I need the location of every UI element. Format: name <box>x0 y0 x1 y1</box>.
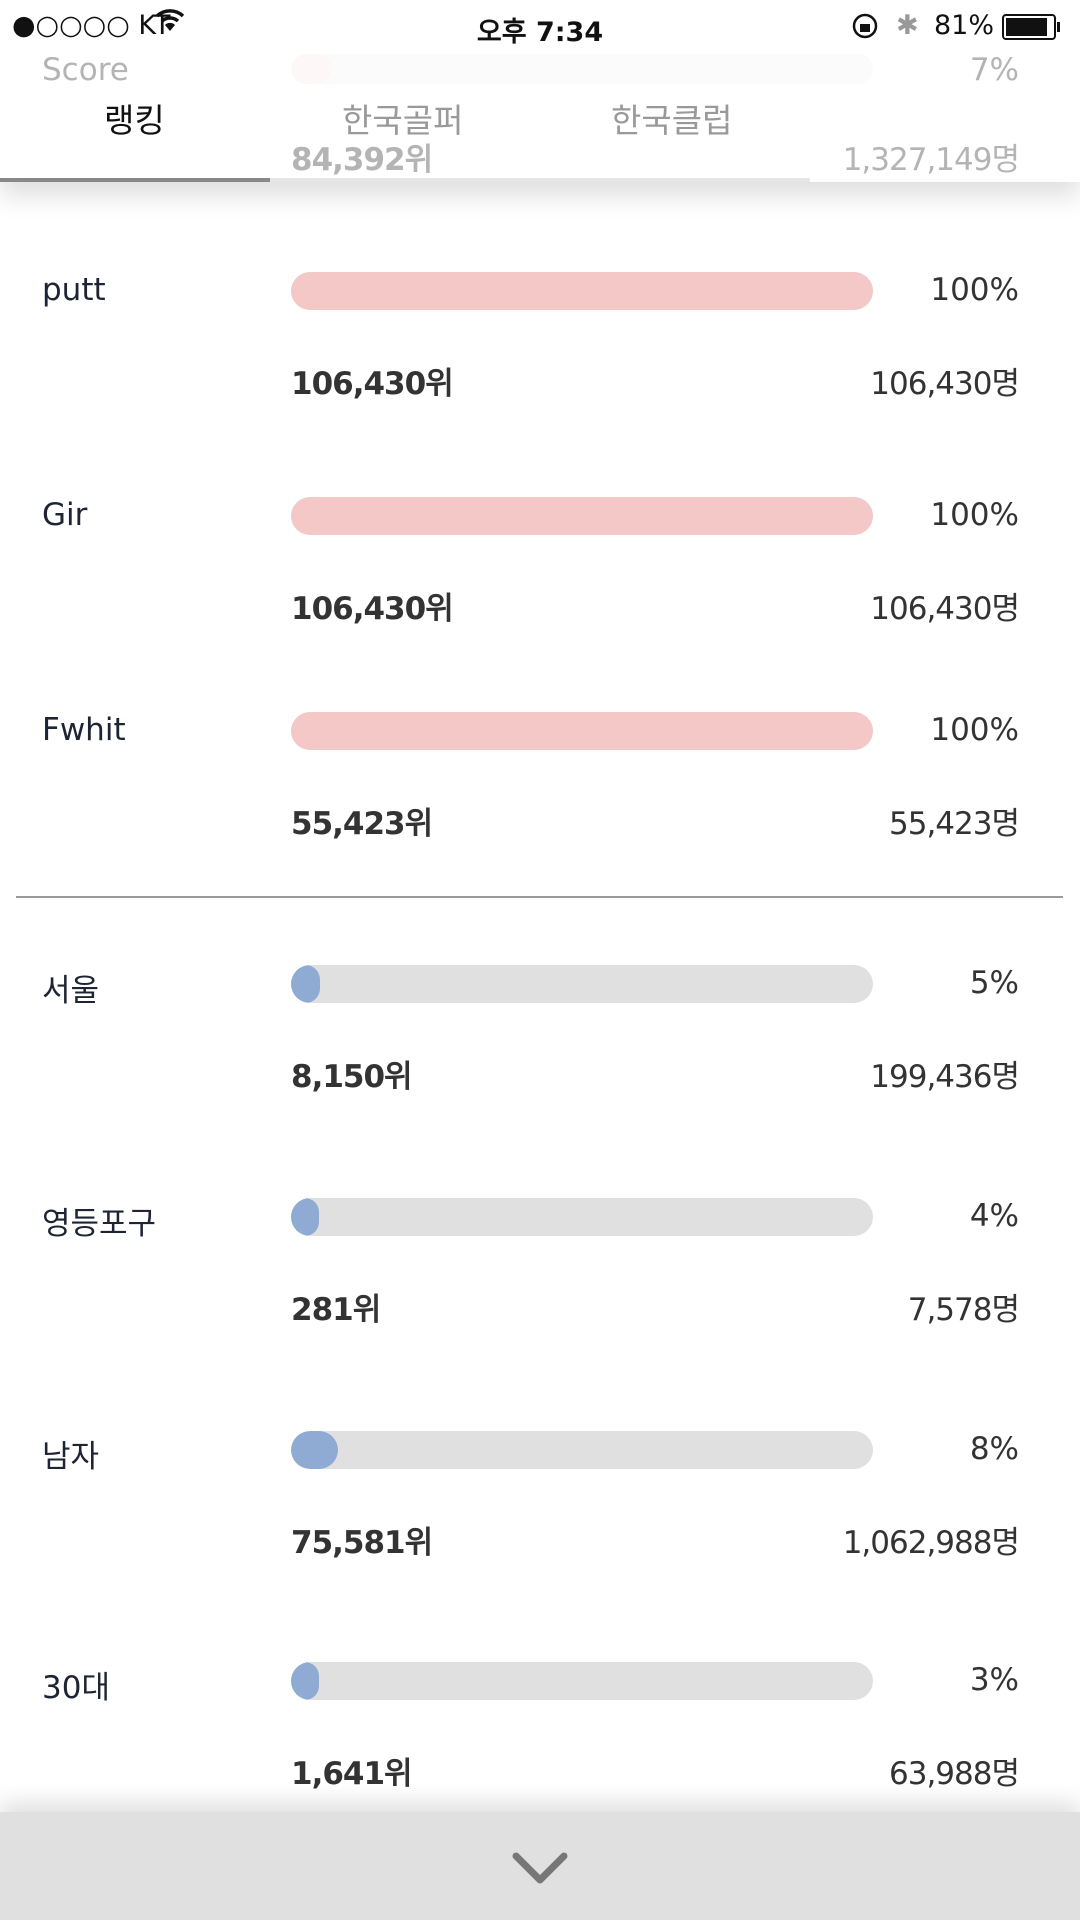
row-label: 영등포구 <box>42 1206 157 1242</box>
progress-fill <box>291 965 321 1003</box>
tab-ranking[interactable]: 랭킹 <box>104 101 165 140</box>
row-rank: 84,392위 <box>291 142 433 178</box>
row-count: 1,327,149명 <box>842 142 1020 178</box>
row-percent: 100% <box>930 272 1019 308</box>
row-rank: 55,423위 <box>291 806 433 842</box>
row-percent: 100% <box>930 497 1019 533</box>
battery-percent: 81% <box>934 10 995 41</box>
row-percent: 8% <box>969 1431 1019 1467</box>
row-rank: 75,581위 <box>291 1525 433 1561</box>
row-count: 55,423명 <box>889 806 1020 842</box>
row-count: 199,436명 <box>870 1059 1020 1095</box>
tab-korean-golfer[interactable]: 한국골퍼 <box>342 101 464 140</box>
section-divider <box>16 896 1063 898</box>
row-rank: 281위 <box>291 1292 381 1328</box>
progress-fill <box>291 497 873 535</box>
carrier: ●○○○○ KT <box>12 10 171 41</box>
progress-bar <box>291 1431 873 1469</box>
row-rank: 8,150위 <box>291 1059 413 1095</box>
row-count: 63,988명 <box>889 1756 1020 1792</box>
progress-bar <box>291 1662 873 1700</box>
progress-fill <box>291 712 873 750</box>
row-label: 30대 <box>42 1670 110 1706</box>
row-rank: 106,430위 <box>291 591 454 627</box>
status-bar: ●○○○○ KT 오후 7:34 ✱ 81% <box>0 0 1080 54</box>
row-count: 106,430명 <box>870 591 1020 627</box>
row-label: 서울 <box>42 973 100 1009</box>
progress-fill <box>291 1662 319 1700</box>
row-count: 1,062,988명 <box>842 1525 1020 1561</box>
row-percent: 5% <box>969 965 1019 1001</box>
row-percent: 7% <box>969 52 1019 88</box>
rotation-lock-icon <box>852 12 878 47</box>
row-percent: 3% <box>969 1662 1019 1698</box>
row-label: 남자 <box>42 1439 100 1475</box>
progress-bar <box>291 712 873 750</box>
clock: 오후 7:34 <box>476 17 604 48</box>
row-label: Score <box>42 52 129 88</box>
battery-icon <box>1002 14 1062 47</box>
progress-fill <box>291 272 873 310</box>
tab-bar: 랭킹 한국골퍼 한국클럽 <box>0 54 1080 182</box>
progress-fill <box>291 1198 319 1236</box>
row-label: Gir <box>42 497 88 533</box>
row-percent: 4% <box>969 1198 1019 1234</box>
progress-bar <box>291 272 873 310</box>
progress-bar <box>291 965 873 1003</box>
tab-track <box>0 178 810 182</box>
row-percent: 100% <box>930 712 1019 748</box>
row-count: 7,578명 <box>907 1292 1020 1328</box>
row-label: putt <box>42 272 106 308</box>
chevron-down-icon[interactable] <box>510 1850 570 1886</box>
tab-indicator <box>0 178 270 182</box>
tab-korean-club[interactable]: 한국클럽 <box>611 101 733 140</box>
wifi-icon <box>155 6 185 41</box>
expand-bar[interactable] <box>0 1812 1080 1920</box>
row-label: Fwhit <box>42 712 126 748</box>
bluetooth-icon: ✱ <box>896 10 919 41</box>
row-rank: 1,641위 <box>291 1756 413 1792</box>
row-count: 106,430명 <box>870 366 1020 402</box>
row-rank: 106,430위 <box>291 366 454 402</box>
progress-fill <box>291 1431 338 1469</box>
progress-bar <box>291 497 873 535</box>
progress-bar <box>291 1198 873 1236</box>
